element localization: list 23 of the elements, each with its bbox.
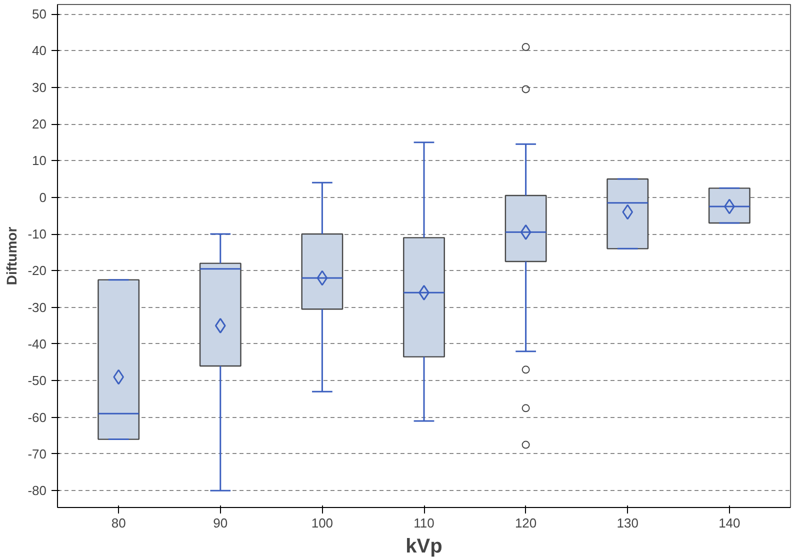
x-tick-label: 130	[616, 516, 638, 530]
x-tick-label: 80	[111, 516, 126, 530]
y-tick-label: 50	[32, 6, 47, 22]
y-tick-label: -80	[28, 483, 47, 498]
y-tick-label: -10	[28, 226, 47, 242]
x-tick-label: 90	[213, 516, 228, 530]
x-tick-label: 140	[718, 516, 740, 530]
x-tick-label: 100	[311, 516, 334, 530]
y-tick-label: -60	[28, 410, 47, 425]
x-tick-label: 120	[514, 516, 537, 530]
y-tick-label: -50	[28, 373, 47, 388]
y-tick-label: 30	[32, 80, 47, 95]
y-tick-label: -30	[28, 300, 47, 315]
y-tick-label: 20	[32, 116, 47, 132]
y-tick-label: 0	[39, 190, 47, 205]
y-tick-label: -70	[28, 446, 47, 462]
y-tick-label: -20	[28, 263, 47, 278]
y-axis-title: Diftumor	[4, 226, 20, 286]
y-tick-label: 40	[32, 43, 47, 58]
x-axis-title: kVp	[406, 536, 442, 558]
y-tick-label: -40	[28, 336, 47, 352]
y-tick-label: 10	[32, 153, 47, 168]
x-tick-label: 110	[414, 516, 434, 530]
